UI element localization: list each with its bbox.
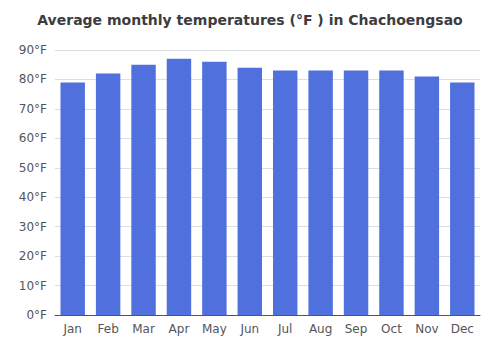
svg-text:Aug: Aug (309, 322, 332, 336)
svg-text:Mar: Mar (132, 322, 155, 336)
svg-text:Jul: Jul (277, 322, 292, 336)
svg-text:Dec: Dec (451, 322, 474, 336)
svg-text:Apr: Apr (169, 322, 190, 336)
svg-text:20°F: 20°F (19, 249, 47, 263)
svg-text:Jan: Jan (62, 322, 82, 336)
svg-text:50°F: 50°F (19, 161, 47, 175)
svg-text:30°F: 30°F (19, 220, 47, 234)
svg-text:Sep: Sep (345, 322, 368, 336)
svg-text:0°F: 0°F (26, 308, 47, 322)
svg-text:Feb: Feb (98, 322, 119, 336)
svg-text:Nov: Nov (415, 322, 438, 336)
svg-text:40°F: 40°F (19, 190, 47, 204)
svg-text:May: May (202, 322, 227, 336)
svg-text:Oct: Oct (381, 322, 402, 336)
svg-text:Jun: Jun (239, 322, 259, 336)
svg-text:80°F: 80°F (19, 72, 47, 86)
svg-text:10°F: 10°F (19, 279, 47, 293)
svg-text:90°F: 90°F (19, 43, 47, 57)
svg-text:Average monthly temperatures (: Average monthly temperatures (°F ) in Ch… (37, 12, 463, 28)
svg-text:70°F: 70°F (19, 102, 47, 116)
svg-text:60°F: 60°F (19, 131, 47, 145)
